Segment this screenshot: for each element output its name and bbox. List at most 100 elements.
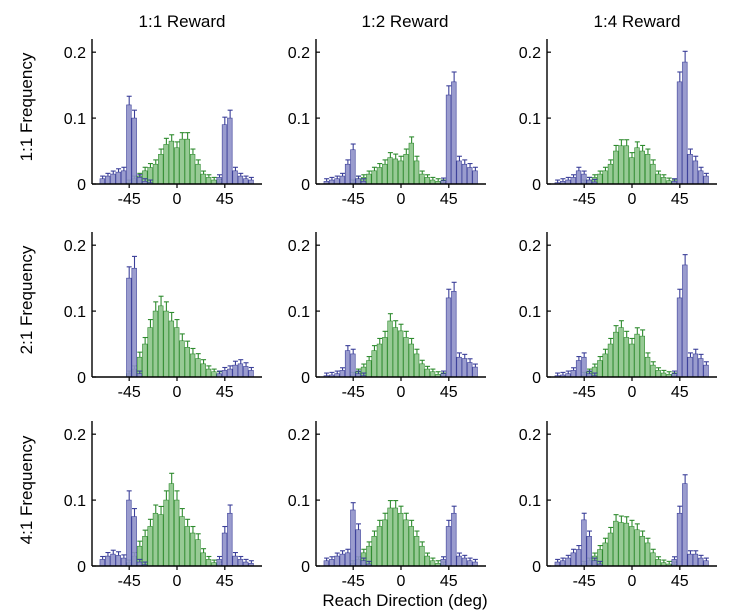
green-bar [408,142,414,185]
x-tick-label: -45 [118,573,141,590]
green-bar [195,163,201,185]
green-bar [644,542,651,567]
blue-bar [328,559,335,567]
y-tick-label: 0.2 [64,45,86,62]
green-bar [189,532,196,567]
y-tick-label: 0 [77,177,86,194]
y-tick-label: 0.2 [288,238,310,255]
blue-bar [115,555,121,567]
blue-bar [581,173,587,185]
row-title-2: 2:1 Frequency [17,245,36,354]
panel-r3-c1: 0 0.1 0.2 -45 0 45 [64,421,262,590]
y-tick-label: 0 [301,177,310,194]
blue-bar [344,350,351,378]
green-bar [189,154,196,185]
green-bar [168,483,175,567]
green-bar [174,327,180,378]
green-bar [650,552,656,567]
x-tick-label: 45 [671,573,689,590]
green-bar [163,499,169,567]
green-bar [419,173,425,185]
blue-bar [227,117,233,185]
blue-bar [682,483,688,567]
column-title-2: 1:2 Reward [362,12,449,31]
y-tick-label: 0.1 [288,111,310,128]
blue-bar [104,555,111,567]
green-bar [597,360,603,378]
blue-bar [131,117,137,185]
blue-bar [243,178,249,185]
blue-bar [237,559,244,567]
blue-bar [232,170,238,185]
x-tick-label: -45 [573,384,596,401]
green-bar [413,160,420,185]
green-bar [618,327,624,378]
blue-bar [126,104,132,185]
blue-bar [467,167,473,185]
green-bar [602,353,608,378]
blue-bar [216,177,222,185]
x-tick-label: 0 [173,573,182,590]
green-bar [424,368,430,378]
panel-r2-c1: 0 0.1 0.2 -45 0 45 [64,232,262,401]
blue-bar [451,81,457,185]
blue-bar [467,362,473,378]
green-bar [366,360,372,378]
green-bar [376,343,383,378]
blue-bar [131,267,137,378]
green-bar [371,350,377,378]
green-bar [424,177,430,185]
y-tick-label: 0.1 [288,304,310,321]
green-bar [613,331,619,378]
green-bar [163,310,169,378]
blue-bar [461,358,468,378]
green-bar [634,147,640,185]
green-bar [607,532,614,567]
green-bar [184,526,190,567]
blue-bar [136,177,143,185]
blue-bar [221,124,228,185]
blue-bar [682,264,688,378]
panel-r3-c3: 0 0.1 0.2 -45 0 45 [519,421,717,590]
blue-bar [676,512,683,567]
green-bar [629,343,635,378]
green-bar [660,177,667,185]
green-bar [195,539,201,567]
blue-bar [698,358,704,378]
green-bar [602,542,608,567]
green-bar [184,138,190,185]
green-bar [205,177,212,185]
blue-bar [703,364,709,378]
x-tick-label: -45 [118,384,141,401]
x-tick-label: 45 [440,573,458,590]
x-tick-label: 45 [216,191,234,208]
green-bar [152,310,159,378]
green-bar [424,555,430,567]
blue-bar [445,297,452,378]
blue-bar [671,559,677,567]
blue-bar [559,560,566,567]
green-bar [629,526,635,567]
blue-bar [581,356,587,378]
green-bar [168,140,175,185]
x-tick-label: 45 [440,384,458,401]
green-bar [152,512,159,567]
blue-bar [703,560,709,567]
green-bar [655,559,661,567]
x-tick-label: 0 [397,384,406,401]
green-bar [163,144,169,185]
blue-bar [323,560,329,567]
green-bar [382,519,388,567]
x-tick-label: -45 [573,573,596,590]
y-tick-label: 0.1 [519,493,541,510]
green-bar [613,150,619,185]
blue-bar [104,175,111,185]
x-tick-label: 0 [173,384,182,401]
green-bar [607,343,614,378]
green-bar [392,507,399,567]
panel-r1-c2: 0 0.1 0.2 -45 0 45 [288,39,486,208]
x-tick-label: -45 [342,191,365,208]
green-bar [618,145,624,185]
green-bar [403,154,409,185]
